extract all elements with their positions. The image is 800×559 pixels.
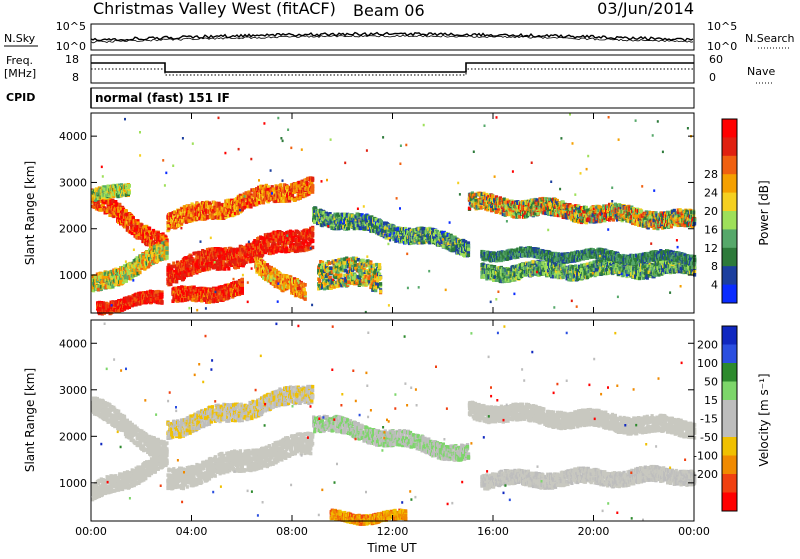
frequency-panel: Freq. [MHz] 18 8 60 0 Nave — [4, 53, 775, 84]
frequency-panel-frame — [91, 55, 694, 83]
power-cell — [311, 239, 314, 243]
date-label: 03/Jun/2014 — [597, 0, 694, 18]
noise-right-label: N.Search — [745, 32, 795, 45]
power-cell — [165, 256, 168, 260]
nave-label: Nave — [747, 65, 775, 78]
noise-traces — [91, 33, 693, 43]
power-cell — [172, 262, 175, 266]
power-cell — [279, 183, 282, 187]
freq-label-line2: [MHz] — [4, 67, 36, 80]
power-cell — [286, 185, 289, 189]
nave-tick-0: 0 — [709, 71, 716, 84]
power-cell — [165, 247, 168, 251]
power-cell — [169, 282, 172, 286]
power-cell — [185, 256, 188, 260]
station-title: Christmas Valley West (fitACF) — [93, 0, 336, 18]
freq-tick-8: 8 — [72, 71, 79, 84]
noise-left-tick-high: 10^5 — [56, 20, 86, 33]
power-cell — [148, 227, 151, 231]
power-cell — [299, 196, 302, 200]
power-cell — [160, 293, 163, 297]
power-cell — [241, 278, 244, 282]
noise-left-tick-low: 10^0 — [56, 40, 86, 53]
power-cell — [311, 232, 314, 236]
power-cell — [160, 300, 163, 304]
power-cell — [138, 271, 141, 275]
power-cell — [255, 203, 258, 207]
power-cell — [311, 184, 314, 188]
noise-panel: N.Sky 10^5 10^0 10^5 10^0 N.Search — [4, 20, 795, 53]
beam-label: Beam 06 — [353, 1, 425, 20]
noise-right-tick-low: 10^0 — [707, 40, 737, 53]
power-cell — [198, 269, 201, 273]
cpid-program: normal (fast) 151 IF — [95, 91, 230, 105]
power-cell — [156, 260, 159, 264]
power-cell — [241, 289, 244, 293]
power-cell — [175, 280, 178, 284]
noise-left-label: N.Sky — [4, 32, 36, 45]
nave-tick-60: 60 — [709, 53, 723, 66]
power-cell — [241, 283, 244, 287]
power-cell — [114, 283, 117, 287]
freq-label-line1: Freq. — [6, 54, 33, 67]
power-cell — [125, 209, 128, 213]
power-cell — [165, 251, 168, 255]
freq-tick-18: 18 — [65, 53, 79, 66]
power-cell — [267, 241, 270, 245]
frequency-trace — [91, 63, 694, 72]
power-cell — [209, 300, 212, 304]
power-cell — [128, 191, 131, 195]
cpid-label: CPID — [6, 91, 35, 104]
power-heatmap-cells — [91, 113, 696, 315]
power-cell — [311, 190, 314, 194]
power-cell — [311, 178, 314, 182]
power-cell — [165, 242, 168, 246]
cpid-panel: CPID normal (fast) 151 IF — [6, 88, 694, 108]
power-cell — [234, 266, 237, 270]
noise-right-tick-high: 10^5 — [707, 20, 737, 33]
power-cell — [311, 227, 314, 231]
power-cell — [171, 265, 174, 269]
power-cell — [128, 184, 131, 188]
power-cell — [145, 250, 148, 254]
power-cell — [227, 267, 230, 271]
power-cell — [260, 236, 263, 240]
power-cell — [161, 257, 164, 261]
